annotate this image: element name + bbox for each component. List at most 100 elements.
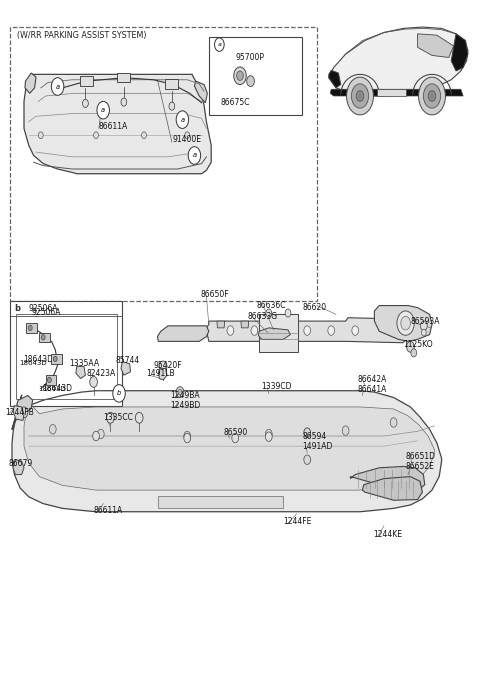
Bar: [10, 301, 122, 406]
Circle shape: [97, 429, 104, 439]
Circle shape: [107, 412, 114, 423]
Text: 86651D: 86651D: [406, 452, 435, 461]
Polygon shape: [362, 477, 422, 500]
Bar: [259, 314, 298, 352]
Text: 1339CD: 1339CD: [262, 382, 292, 391]
Circle shape: [93, 431, 99, 441]
Text: 86650F: 86650F: [201, 289, 229, 299]
Polygon shape: [157, 326, 209, 341]
Circle shape: [51, 78, 64, 95]
Circle shape: [390, 418, 397, 427]
Bar: [377, 89, 406, 96]
Bar: [26, 323, 37, 333]
Text: 1249BD: 1249BD: [170, 401, 201, 410]
Polygon shape: [12, 391, 442, 512]
Bar: [46, 375, 56, 385]
Text: 18643D: 18643D: [38, 386, 66, 391]
Circle shape: [237, 71, 243, 80]
Text: 85744: 85744: [115, 356, 140, 365]
Text: 86652E: 86652E: [406, 462, 434, 471]
Polygon shape: [17, 395, 33, 412]
Circle shape: [185, 132, 190, 139]
Polygon shape: [217, 321, 225, 328]
Circle shape: [356, 91, 364, 101]
Text: 86611A: 86611A: [94, 506, 123, 515]
Text: 86633G: 86633G: [247, 312, 277, 321]
Circle shape: [234, 67, 246, 84]
Bar: [10, 27, 317, 301]
Circle shape: [188, 147, 201, 164]
Circle shape: [285, 309, 291, 317]
Circle shape: [20, 407, 28, 418]
Polygon shape: [241, 321, 249, 328]
Circle shape: [28, 325, 32, 331]
Text: b: b: [117, 391, 121, 396]
Text: a: a: [56, 84, 60, 89]
Text: 1125KO: 1125KO: [403, 340, 433, 349]
Polygon shape: [374, 306, 432, 341]
Circle shape: [423, 84, 441, 108]
Text: 1249BA: 1249BA: [170, 391, 200, 400]
Text: 92506A: 92506A: [29, 304, 58, 313]
Circle shape: [407, 341, 414, 352]
Text: 86611A: 86611A: [98, 122, 128, 131]
Circle shape: [53, 356, 57, 362]
Circle shape: [420, 321, 427, 331]
Text: 1244KE: 1244KE: [373, 529, 402, 539]
Circle shape: [347, 77, 373, 115]
Polygon shape: [329, 70, 341, 88]
Text: 86642A: 86642A: [358, 375, 387, 385]
Text: 86679: 86679: [9, 458, 33, 468]
Circle shape: [304, 428, 311, 437]
Circle shape: [135, 412, 143, 423]
Circle shape: [342, 426, 349, 435]
Circle shape: [215, 38, 224, 51]
Text: 86594: 86594: [302, 431, 327, 441]
Circle shape: [178, 389, 182, 395]
Circle shape: [275, 326, 282, 335]
Text: 95700P: 95700P: [235, 53, 264, 62]
Circle shape: [113, 385, 125, 402]
Circle shape: [265, 429, 272, 439]
Polygon shape: [451, 34, 468, 71]
Text: 86590: 86590: [223, 428, 248, 437]
Circle shape: [251, 326, 258, 335]
Bar: [158, 496, 283, 508]
Circle shape: [97, 101, 109, 119]
Bar: [80, 76, 93, 86]
Polygon shape: [330, 89, 463, 96]
Circle shape: [48, 377, 51, 383]
Circle shape: [247, 76, 254, 87]
Text: 18643D: 18643D: [19, 360, 47, 366]
Text: 1244FE: 1244FE: [283, 517, 312, 527]
Polygon shape: [121, 362, 131, 375]
Text: 1244FB: 1244FB: [5, 408, 34, 417]
Text: 82423A: 82423A: [86, 368, 116, 378]
Circle shape: [351, 84, 369, 108]
Circle shape: [266, 309, 272, 317]
Circle shape: [90, 377, 97, 387]
Circle shape: [304, 326, 311, 335]
Polygon shape: [24, 74, 211, 174]
Polygon shape: [194, 81, 207, 103]
Polygon shape: [418, 34, 454, 57]
Text: 18643D: 18643D: [42, 384, 72, 393]
Text: b: b: [14, 304, 20, 313]
Circle shape: [184, 431, 191, 441]
Text: 18643D: 18643D: [23, 355, 53, 364]
Circle shape: [397, 311, 414, 335]
Polygon shape: [158, 368, 167, 380]
Circle shape: [265, 432, 272, 441]
Circle shape: [94, 132, 98, 139]
Polygon shape: [206, 318, 408, 343]
Circle shape: [49, 425, 56, 434]
Bar: [117, 73, 130, 82]
Text: (W/RR PARKING ASSIST SYSTEM): (W/RR PARKING ASSIST SYSTEM): [17, 30, 146, 40]
Circle shape: [352, 326, 359, 335]
Circle shape: [176, 111, 189, 128]
Polygon shape: [258, 328, 290, 339]
Polygon shape: [25, 73, 36, 93]
Text: 86675C: 86675C: [221, 98, 250, 107]
Bar: [51, 354, 62, 364]
Polygon shape: [13, 460, 24, 475]
